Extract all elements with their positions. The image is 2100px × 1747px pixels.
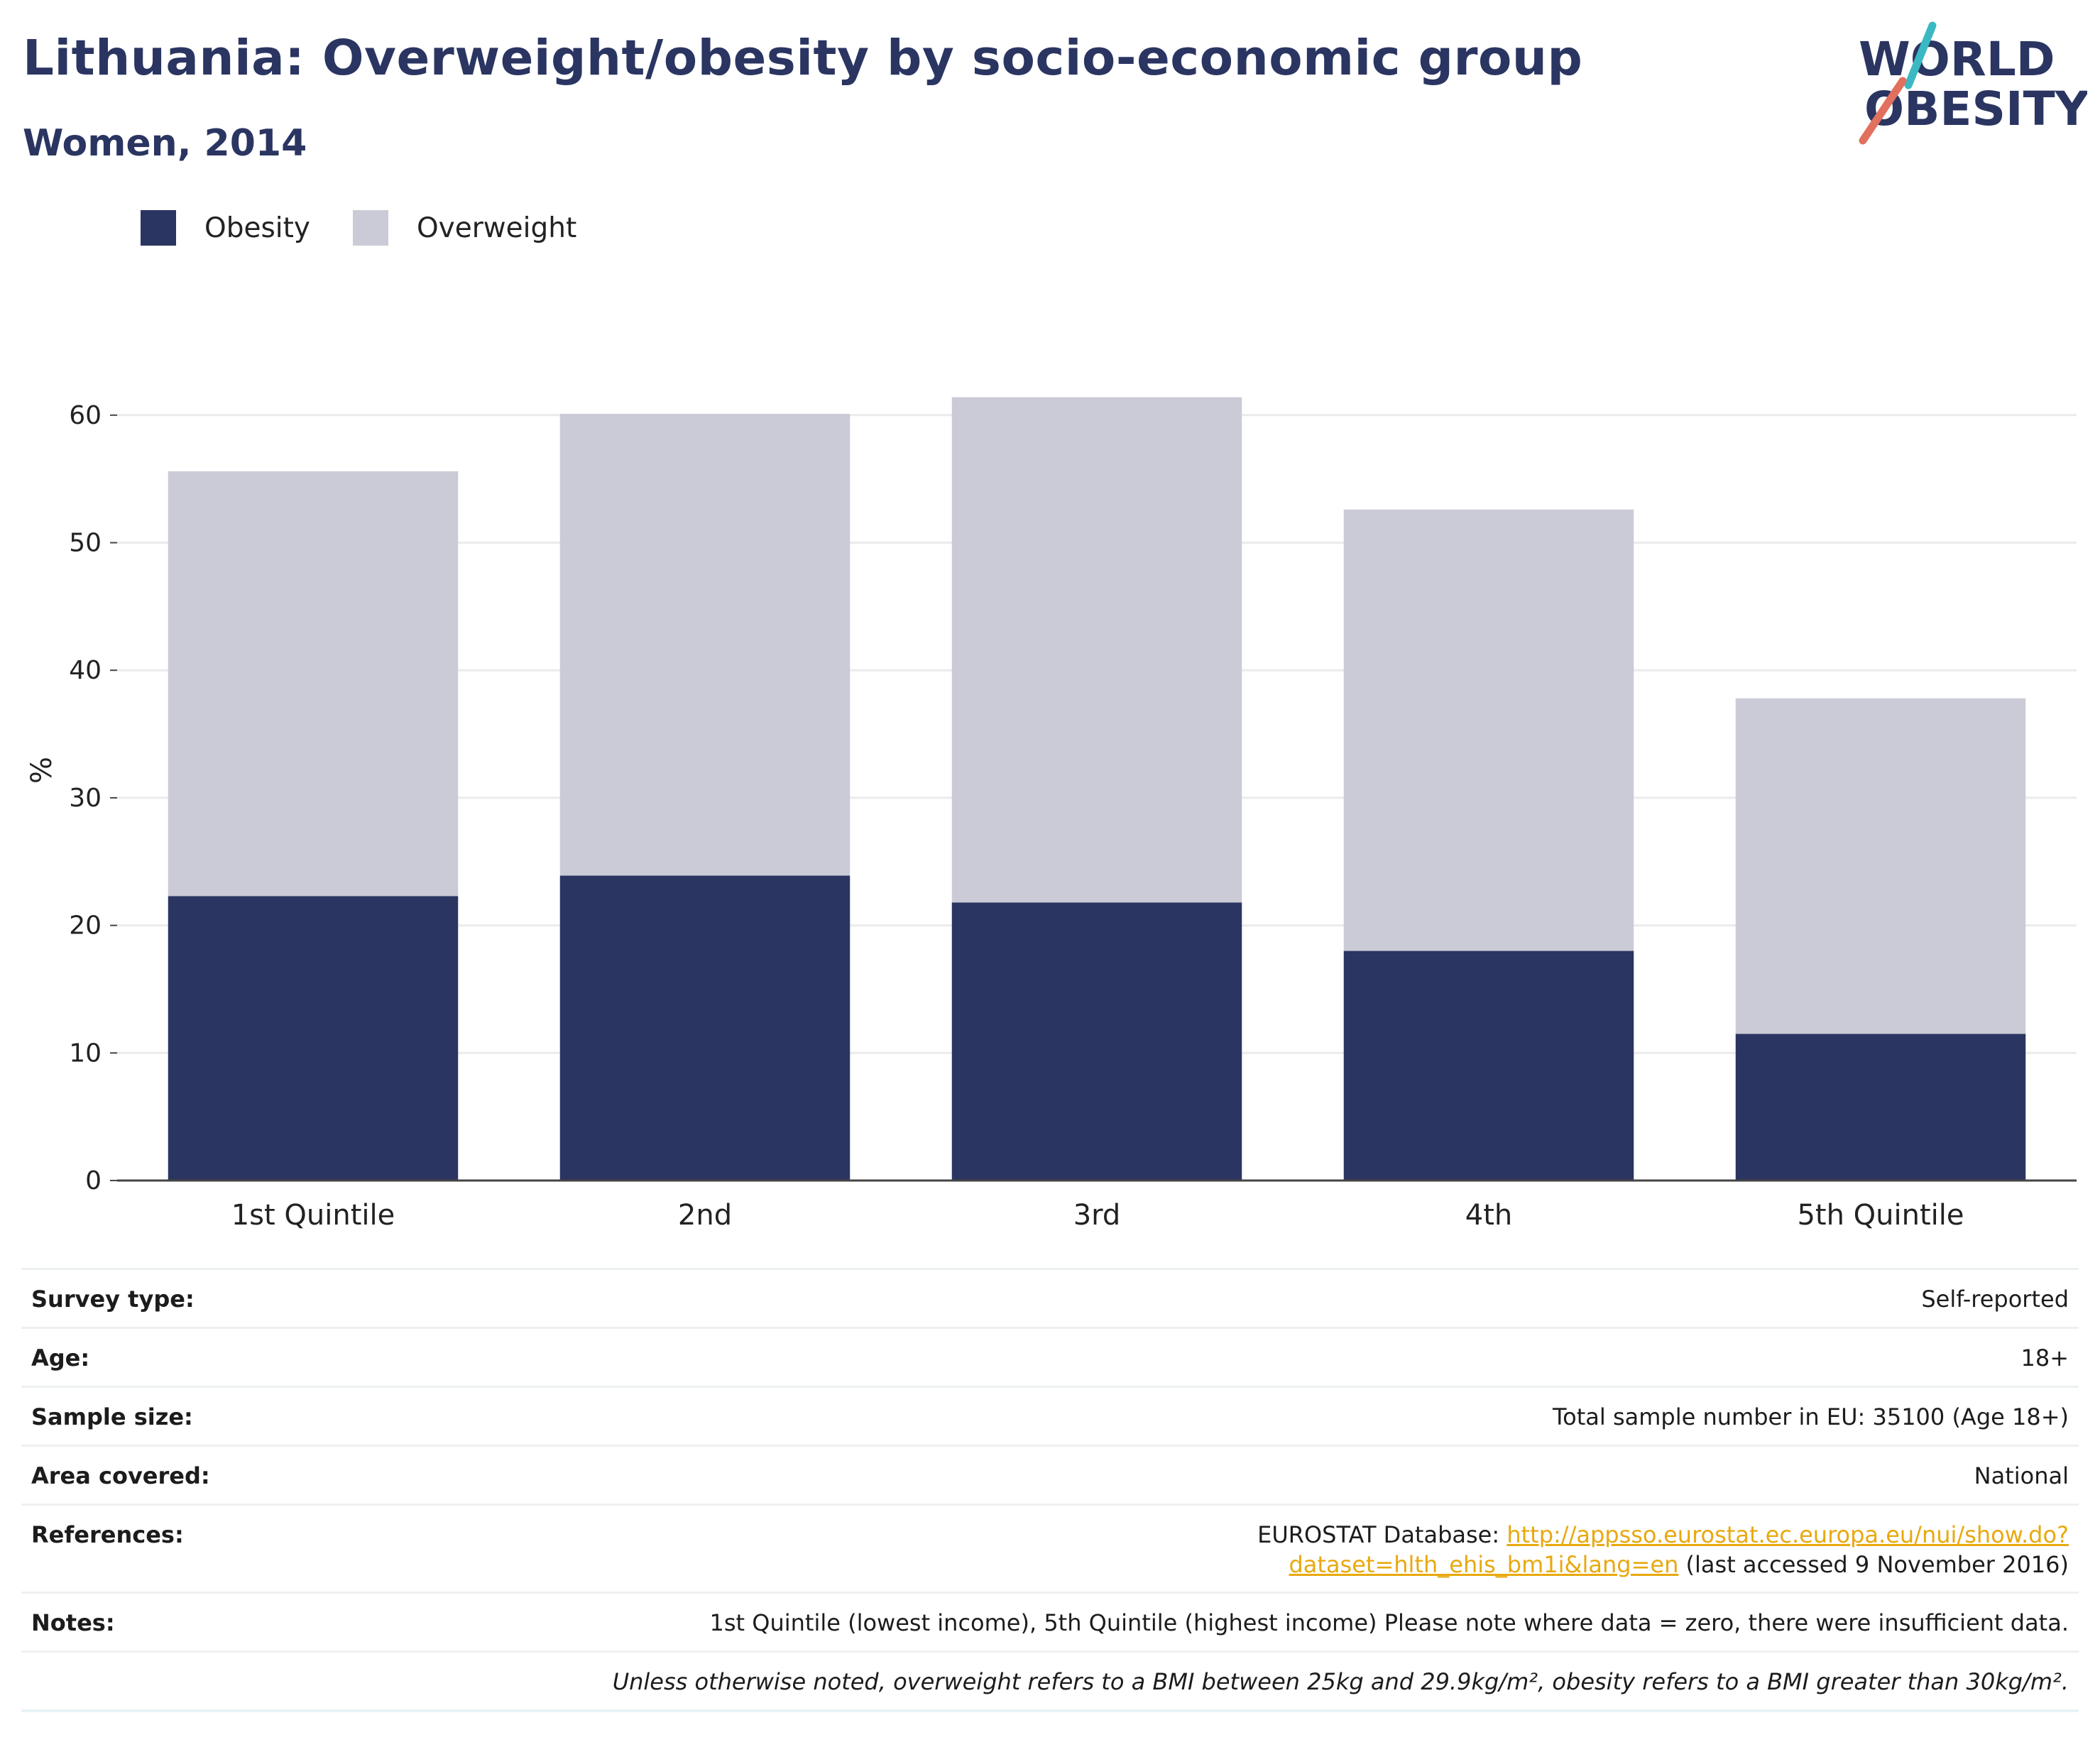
- bar-obesity-2[interactable]: [559, 875, 851, 1181]
- x-tick-label: 2nd: [678, 1199, 732, 1232]
- info-label: Survey type:: [21, 1268, 339, 1328]
- info-value: Self-reported: [339, 1268, 2079, 1328]
- info-label: Area covered:: [21, 1445, 339, 1505]
- logo-text-obesity: OBESITY: [1864, 82, 2087, 136]
- x-tick-label: 5th Quintile: [1797, 1199, 1964, 1232]
- y-tick-label: 10: [69, 1039, 102, 1068]
- bar-overweight-1[interactable]: [168, 471, 459, 897]
- logo-slash-red: [1859, 77, 1907, 145]
- bar-overweight-4[interactable]: [1343, 509, 1634, 951]
- world-obesity-logo: WORLD OBESITY: [1859, 21, 2087, 145]
- info-value: 1st Quintile (lowest income), 5th Quinti…: [339, 1592, 2079, 1652]
- info-value: Total sample number in EU: 35100 (Age 18…: [339, 1386, 2079, 1446]
- y-tick-label: 0: [85, 1166, 102, 1195]
- bar-overweight-5[interactable]: [1735, 698, 2026, 1034]
- bar-obesity-3[interactable]: [951, 902, 1242, 1181]
- reference-suffix: (last accessed 9 November 2016): [1678, 1551, 2069, 1578]
- legend-label-obesity: Obesity: [204, 212, 310, 244]
- bmi-note: Unless otherwise noted, overweight refer…: [339, 1650, 2079, 1712]
- y-tick-label: 40: [69, 656, 102, 685]
- legend-swatch-overweight: [352, 210, 388, 246]
- info-value: 18+: [339, 1327, 2079, 1387]
- info-label: References:: [21, 1504, 339, 1593]
- info-label: Sample size:: [21, 1386, 339, 1446]
- bar-overweight-2[interactable]: [559, 414, 851, 876]
- y-tick-label: 20: [69, 911, 102, 941]
- info-row-area-covered: Area covered: National: [21, 1445, 2079, 1505]
- legend-item-obesity[interactable]: Obesity: [141, 210, 310, 246]
- page-subtitle: Women, 2014: [23, 122, 307, 165]
- bar-obesity-4[interactable]: [1343, 951, 1634, 1181]
- logo-slash-teal: [1904, 21, 1937, 89]
- info-table: Survey type: Self-reported Age: 18+ Samp…: [21, 1268, 2079, 1712]
- info-row-bmi-note: Unless otherwise noted, overweight refer…: [21, 1650, 2079, 1712]
- bar-obesity-1[interactable]: [168, 896, 459, 1181]
- info-value: National: [339, 1445, 2079, 1505]
- y-tick-label: 60: [69, 401, 102, 430]
- page-title: Lithuania: Overweight/obesity by socio-e…: [23, 30, 1583, 87]
- axes: 0 10 20 30 40 50 60 1st Quintile 2nd 3rd 4th 5th Qu…: [69, 401, 2077, 1232]
- info-row-survey-type: Survey type: Self-reported: [21, 1268, 2079, 1328]
- legend-item-overweight[interactable]: Overweight: [352, 210, 577, 246]
- bar-overweight-3[interactable]: [951, 397, 1242, 903]
- info-label-empty: [21, 1650, 339, 1712]
- info-row-notes: Notes: 1st Quintile (lowest income), 5th…: [21, 1592, 2079, 1652]
- reference-prefix: EUROSTAT Database:: [1257, 1521, 1507, 1548]
- info-label: Age:: [21, 1327, 339, 1387]
- reference-link[interactable]: http://appsso.eurostat.ec.europa.eu/nui/…: [1289, 1521, 2069, 1578]
- x-tick-label: 1st Quintile: [231, 1199, 395, 1232]
- bars: [168, 397, 2026, 1181]
- info-label: Notes:: [21, 1592, 339, 1652]
- y-axis-title: %: [26, 757, 58, 784]
- info-row-sample-size: Sample size: Total sample number in EU: …: [21, 1386, 2079, 1446]
- legend-swatch-obesity: [141, 210, 176, 246]
- x-tick-label: 3rd: [1073, 1199, 1121, 1232]
- y-tick-label: 30: [69, 784, 102, 813]
- info-value: EUROSTAT Database: http://appsso.eurosta…: [339, 1504, 2079, 1593]
- info-row-age: Age: 18+: [21, 1327, 2079, 1387]
- bar-chart: 0 10 20 30 40 50 60 1st Quintile 2nd 3rd 4th 5th Qu…: [26, 397, 2077, 1232]
- x-tick-label: 4th: [1465, 1199, 1512, 1232]
- legend-label-overweight: Overweight: [416, 212, 577, 244]
- info-row-references: References: EUROSTAT Database: http://ap…: [21, 1504, 2079, 1593]
- chart-legend: Obesity Overweight: [141, 210, 619, 246]
- logo-text-world: WORLD: [1859, 32, 2055, 87]
- bar-obesity-5[interactable]: [1735, 1034, 2026, 1181]
- y-tick-label: 50: [69, 529, 102, 558]
